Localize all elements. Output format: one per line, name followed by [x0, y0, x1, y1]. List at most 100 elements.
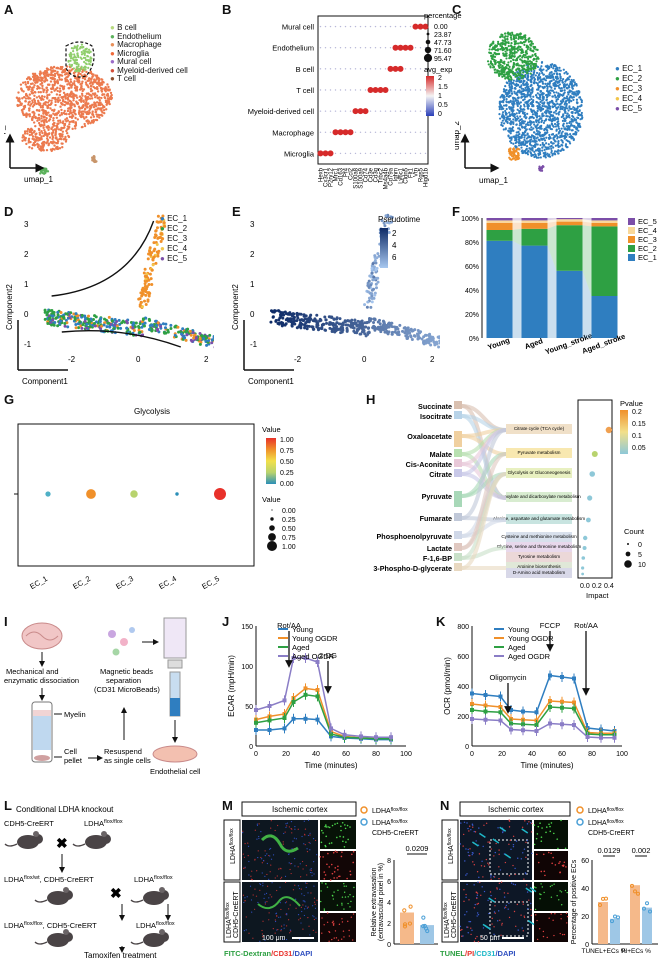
- size-key: [426, 32, 430, 36]
- legend-swatch: [494, 637, 504, 639]
- cell-dot: [309, 842, 311, 844]
- cell-point: [189, 338, 193, 342]
- cell-point: [106, 321, 110, 325]
- y-tick: 0: [387, 942, 391, 949]
- cell-point: [146, 291, 150, 295]
- legend-dot-icon: ●: [615, 94, 623, 103]
- pathway-label: Cysteine and methionine metabolism: [501, 534, 576, 539]
- series-marker: [254, 728, 258, 732]
- cell-point: [345, 329, 349, 333]
- gene-label: Cd3g: [374, 168, 380, 182]
- cell-dot: [248, 932, 250, 934]
- dot: [339, 110, 342, 112]
- cell-point: [335, 321, 339, 325]
- legend-item: ● Myeloid-derived cell: [110, 66, 188, 76]
- metabolite-label: Pyruvate: [422, 492, 452, 501]
- cell-point: [80, 326, 84, 330]
- cell-dot: [491, 917, 493, 920]
- cell-point: [281, 316, 285, 320]
- vessel: [257, 896, 301, 910]
- series-marker: [291, 700, 296, 704]
- cell-point: [140, 325, 144, 329]
- cell-point: [155, 242, 159, 246]
- x-tick: 2: [204, 355, 209, 364]
- dot: [374, 25, 377, 28]
- cell-point: [274, 319, 278, 323]
- cell-dot: [268, 878, 270, 880]
- cell-dot: [476, 915, 478, 917]
- dot: [324, 25, 327, 28]
- data-point: [407, 921, 413, 926]
- cell-dot: [525, 841, 527, 844]
- cell-dot: [304, 882, 307, 884]
- legend-dot-icon: ●: [110, 74, 117, 83]
- cell-dot: [299, 917, 301, 919]
- cell-point: [319, 318, 323, 322]
- cell-point: [151, 263, 155, 267]
- cell-dot: [309, 849, 311, 851]
- legend-swatch: [278, 628, 288, 630]
- vessel: [260, 834, 299, 853]
- x-tick: 0.2: [592, 583, 602, 590]
- cell-dot: [290, 863, 292, 865]
- cell-dot: [266, 885, 269, 887]
- bar-segment: [556, 270, 583, 338]
- chart-title: Glycolysis: [134, 407, 170, 416]
- series-marker: [329, 732, 333, 736]
- cell-dot: [465, 896, 467, 899]
- dot: [392, 44, 399, 51]
- cell-dot: [523, 916, 526, 919]
- cell-dot: [514, 873, 517, 876]
- dot: [329, 25, 332, 28]
- dot: [354, 47, 357, 49]
- series-marker: [342, 732, 347, 737]
- cell-dot: [306, 907, 308, 909]
- pathway-node: [506, 532, 572, 542]
- color-bar: [426, 76, 434, 116]
- dot: [354, 25, 357, 28]
- cell-point: [365, 305, 369, 309]
- series-marker: [470, 691, 474, 696]
- cell-dot: [465, 874, 467, 876]
- cell-dot: [316, 854, 318, 856]
- bar-segment: [521, 245, 548, 338]
- dot: [379, 110, 382, 112]
- cell-point: [64, 318, 68, 322]
- cell-dot: [259, 889, 261, 891]
- cell-point: [332, 317, 336, 321]
- color-tick: 0.1: [632, 433, 642, 440]
- cell-dot: [297, 885, 300, 887]
- cell-point: [433, 341, 437, 345]
- legend-swatch: [628, 227, 635, 234]
- dot: [374, 131, 377, 133]
- dot: [384, 68, 387, 70]
- cell-dot: [471, 823, 474, 825]
- cell-dot: [485, 822, 488, 824]
- cell-point: [166, 328, 170, 332]
- cell-dot: [297, 866, 299, 868]
- panel-letter-j: J: [222, 614, 230, 629]
- gene-label: Ms4a4b: [384, 167, 390, 189]
- cell-point: [73, 318, 77, 322]
- legend-label: Aged OGDR: [292, 652, 335, 661]
- cell-dot: [276, 929, 278, 931]
- cell-dot: [472, 824, 474, 826]
- cell-dot: [262, 885, 264, 887]
- cell-point: [339, 331, 343, 335]
- panel-letter-b: B: [222, 2, 232, 17]
- cell-dot: [471, 929, 473, 932]
- cell-dot: [269, 871, 271, 873]
- dot: [412, 23, 419, 30]
- size-key: [424, 46, 432, 54]
- cell-point: [200, 334, 204, 338]
- cell-point: [330, 315, 334, 319]
- cell-point: [364, 334, 368, 338]
- size-key: [269, 525, 275, 531]
- cell-dot: [465, 893, 467, 896]
- impact-dot: [581, 556, 586, 560]
- cell-dot: [262, 859, 265, 862]
- cell-point: [176, 325, 180, 329]
- cell-dot: [285, 938, 288, 941]
- cell-point: [269, 320, 273, 324]
- cell-point: [132, 321, 136, 325]
